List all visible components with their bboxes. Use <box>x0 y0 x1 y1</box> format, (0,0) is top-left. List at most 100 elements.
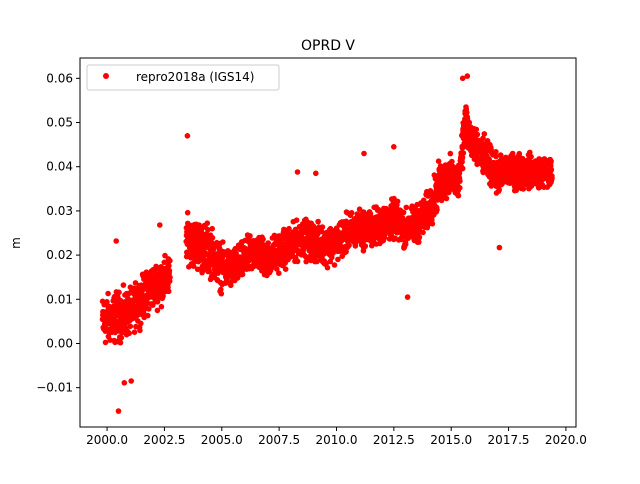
data-point-outlier <box>128 378 134 384</box>
data-point <box>138 320 144 327</box>
data-point <box>362 243 369 249</box>
data-point <box>474 131 481 138</box>
y-tick-label: 0.01 <box>46 292 73 306</box>
data-point <box>447 150 454 157</box>
data-point <box>247 233 253 239</box>
x-tick-label: 2007.5 <box>258 433 300 447</box>
x-tick-label: 2017.5 <box>488 433 530 447</box>
data-point <box>464 109 470 116</box>
data-point <box>239 271 246 278</box>
x-tick-label: 2002.5 <box>143 433 185 447</box>
data-point <box>343 248 349 255</box>
data-point <box>118 334 125 341</box>
data-point <box>548 166 555 173</box>
data-point <box>209 225 215 232</box>
data-point <box>166 263 172 269</box>
data-point <box>126 330 132 337</box>
data-point <box>154 307 161 314</box>
data-point <box>209 235 216 241</box>
data-point <box>459 154 466 161</box>
data-point <box>158 303 165 310</box>
legend-label: repro2018a (IGS14) <box>136 70 254 84</box>
data-point <box>509 150 516 157</box>
data-point <box>466 119 473 126</box>
data-point <box>435 158 442 164</box>
legend-box <box>86 64 280 91</box>
data-point <box>120 282 127 288</box>
x-tick-label: 2010.0 <box>315 433 357 447</box>
data-point <box>549 175 555 181</box>
data-point-outlier <box>391 144 397 150</box>
data-point <box>274 266 280 272</box>
data-point <box>293 217 300 223</box>
data-point <box>457 178 463 184</box>
axes-frame <box>79 57 577 428</box>
data-point <box>276 270 282 277</box>
data-point <box>356 206 363 212</box>
data-point <box>528 153 534 160</box>
data-point <box>220 239 226 245</box>
data-point <box>548 158 554 164</box>
data-point <box>102 339 109 346</box>
data-point <box>493 153 499 160</box>
data-point <box>190 263 197 270</box>
data-point <box>228 282 234 289</box>
data-point <box>137 327 143 334</box>
data-point <box>218 290 225 297</box>
data-point <box>260 236 266 243</box>
data-point <box>400 209 407 216</box>
data-point <box>473 126 480 133</box>
data-point <box>131 329 138 336</box>
data-point <box>286 225 292 232</box>
data-point <box>480 135 486 142</box>
data-point <box>429 221 436 227</box>
y-axis: −0.01 0.00 0.01 0.02 0.03 0.04 0.05 0.06 <box>36 71 80 395</box>
data-point <box>318 228 325 235</box>
data-point <box>460 150 467 156</box>
data-point <box>319 224 326 230</box>
y-tick-label: 0.04 <box>46 160 73 174</box>
data-point <box>493 149 499 155</box>
data-point <box>402 241 409 248</box>
y-tick-label: 0.00 <box>46 336 73 350</box>
data-point <box>527 149 533 156</box>
data-point-outlier <box>464 73 471 79</box>
data-point <box>114 310 121 317</box>
data-point-outlier <box>121 380 128 386</box>
data-point <box>117 339 124 346</box>
data-point <box>459 165 466 172</box>
data-point <box>481 131 488 137</box>
data-point <box>206 268 213 275</box>
data-point <box>165 288 172 295</box>
data-point <box>367 210 374 217</box>
data-point <box>204 220 211 226</box>
data-point <box>166 267 173 274</box>
data-point-outlier <box>184 133 191 139</box>
data-point <box>443 195 450 202</box>
data-point <box>528 183 535 189</box>
data-point <box>324 264 331 271</box>
data-point <box>394 198 401 205</box>
data-point <box>167 274 173 281</box>
data-point <box>218 286 224 293</box>
y-tick-label: 0.02 <box>46 248 73 262</box>
data-point <box>116 289 122 296</box>
y-axis-label: m <box>9 237 23 249</box>
data-point <box>416 239 422 245</box>
data-point <box>146 306 152 312</box>
data-point <box>107 337 113 343</box>
legend-marker <box>103 73 109 79</box>
data-point <box>205 226 211 233</box>
data-point <box>420 229 426 236</box>
y-tick-label: 0.03 <box>46 204 73 218</box>
x-tick-label: 2005.0 <box>201 433 243 447</box>
data-point <box>265 240 272 246</box>
y-tick-label: 0.06 <box>46 71 73 85</box>
y-tick-label: 0.05 <box>46 116 73 130</box>
data-point <box>459 145 466 151</box>
data-point <box>331 262 338 268</box>
data-point <box>455 192 462 199</box>
data-point-outlier <box>496 244 503 251</box>
data-point <box>282 266 289 273</box>
data-point-outlier <box>115 408 122 414</box>
